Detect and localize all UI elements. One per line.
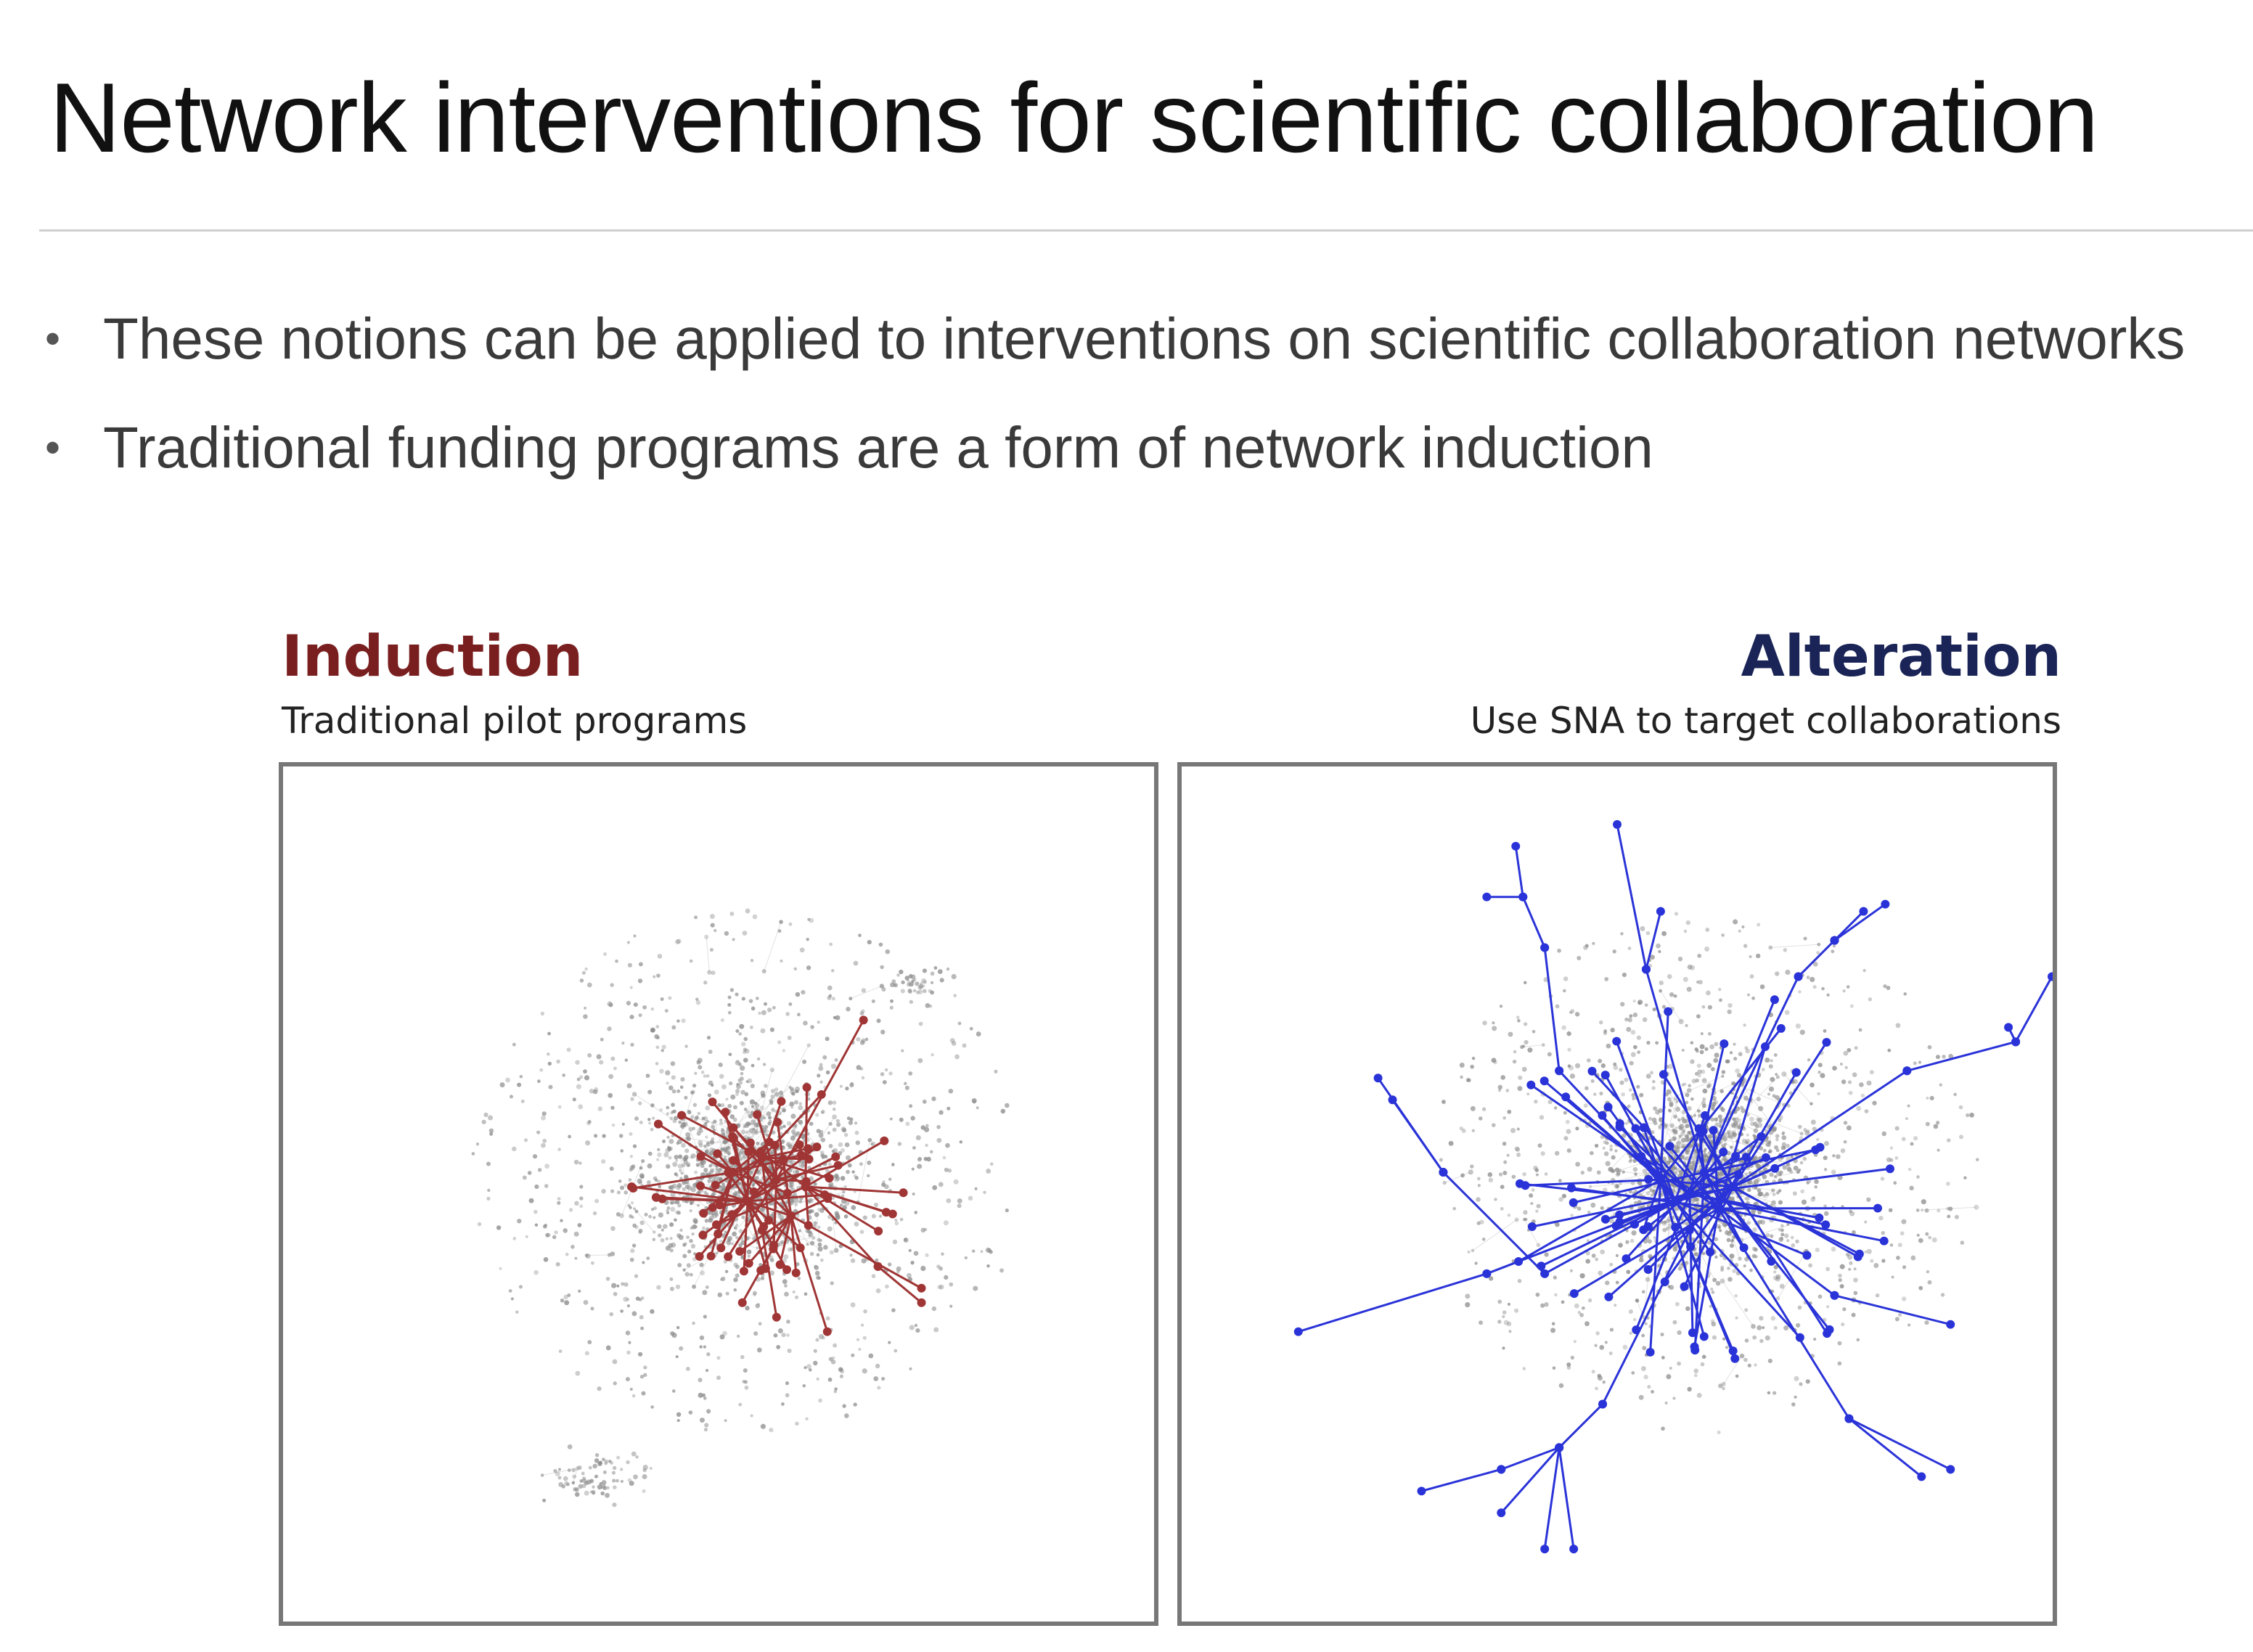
bullet-list: • These notions can be applied to interv… bbox=[44, 300, 2185, 518]
induction-network-graph bbox=[471, 908, 1010, 1508]
alteration-title: Alteration bbox=[1741, 624, 2061, 690]
induction-network-figure bbox=[279, 762, 1158, 1626]
alteration-header: Alteration Use SNA to target collaborati… bbox=[1471, 617, 2061, 745]
alteration-network-graph bbox=[1293, 819, 2053, 1554]
bullet-dot-icon: • bbox=[45, 314, 61, 363]
bullet-text: Traditional funding programs are a form … bbox=[103, 415, 1653, 480]
alteration-network-figure bbox=[1177, 762, 2057, 1626]
bullet-dot-icon: • bbox=[45, 423, 61, 472]
slide-title: Network interventions for scientific col… bbox=[49, 62, 2098, 173]
bullet-text: These notions can be applied to interven… bbox=[103, 306, 2185, 371]
title-divider bbox=[39, 229, 2253, 232]
induction-highlight-edges bbox=[627, 1015, 926, 1336]
alteration-subtitle: Use SNA to target collaborations bbox=[1470, 700, 2061, 742]
background-network bbox=[1439, 912, 1979, 1434]
bullet-item: • These notions can be applied to interv… bbox=[44, 300, 2185, 409]
alteration-highlight-edges bbox=[1293, 819, 2053, 1554]
bullet-item: • Traditional funding programs are a for… bbox=[44, 409, 2185, 518]
induction-title: Induction bbox=[282, 624, 584, 690]
induction-header: Induction Traditional pilot programs bbox=[282, 617, 747, 745]
induction-subtitle: Traditional pilot programs bbox=[282, 700, 748, 742]
